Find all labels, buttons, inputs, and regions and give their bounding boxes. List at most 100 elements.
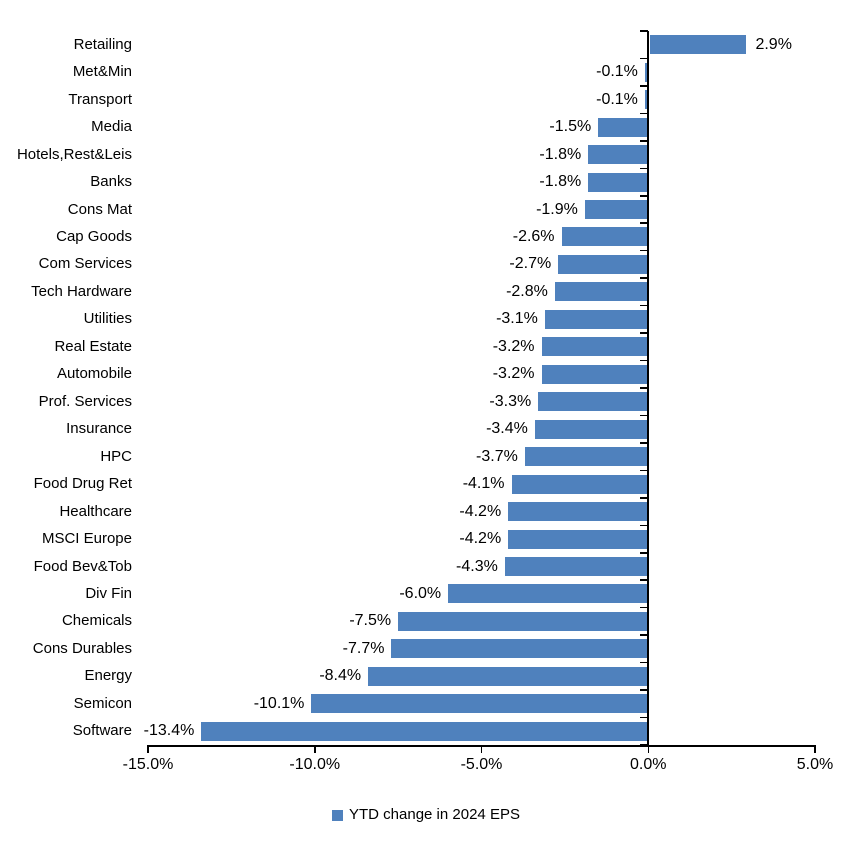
value-label: -13.4%: [143, 722, 195, 740]
bar: [538, 392, 649, 412]
bar: [561, 227, 649, 247]
category-label: Energy: [84, 667, 132, 685]
y-tick: [640, 387, 649, 389]
y-tick: [640, 140, 649, 142]
bar: [644, 90, 649, 110]
value-label: -10.1%: [253, 694, 305, 712]
category-label: Com Services: [38, 255, 132, 273]
value-label: -4.1%: [462, 475, 505, 493]
x-tick-label: -10.0%: [289, 756, 341, 773]
category-label: Cons Durables: [32, 639, 132, 657]
value-label: -3.2%: [492, 337, 535, 355]
y-tick: [640, 442, 649, 444]
bar: [368, 666, 649, 686]
y-tick: [640, 332, 649, 334]
bar: [508, 529, 649, 549]
value-label: -7.7%: [342, 639, 385, 657]
category-label: Automobile: [56, 365, 132, 383]
y-tick: [640, 112, 649, 115]
y-tick: [640, 497, 649, 499]
bar: [649, 35, 747, 55]
x-tick: [480, 745, 483, 753]
bar: [554, 282, 649, 302]
y-tick: [640, 552, 649, 554]
x-tick: [814, 745, 816, 753]
legend-swatch-icon: [332, 809, 344, 821]
bar: [534, 419, 649, 439]
bar: [511, 474, 649, 494]
category-label: Transport: [68, 90, 132, 108]
bar: [598, 117, 649, 137]
value-label: -3.4%: [486, 420, 528, 438]
category-label: Banks: [90, 173, 132, 191]
bar: [398, 611, 649, 631]
category-label: Met&Min: [72, 63, 132, 81]
category-label: Insurance: [66, 420, 132, 438]
x-tick-label: -15.0%: [122, 756, 174, 773]
category-label: Div Fin: [85, 584, 132, 602]
category-label: Media: [91, 118, 132, 136]
y-tick: [640, 469, 649, 472]
category-label: Real Estate: [54, 337, 132, 355]
value-label: -0.1%: [596, 63, 638, 81]
value-label: -1.8%: [539, 145, 582, 163]
value-label: 2.9%: [755, 35, 792, 53]
value-label: -1.8%: [539, 173, 582, 191]
bar: [588, 172, 649, 192]
y-tick: [640, 414, 649, 417]
y-tick: [640, 579, 649, 581]
bar: [588, 145, 649, 165]
bar: [201, 721, 649, 741]
value-label: -8.4%: [319, 667, 362, 685]
bar: [504, 557, 649, 576]
y-tick: [640, 359, 649, 362]
value-label: -0.1%: [596, 90, 638, 108]
y-tick: [640, 304, 649, 307]
category-label: Cap Goods: [56, 227, 132, 245]
value-label: -3.1%: [496, 310, 538, 328]
y-tick: [640, 661, 649, 664]
bar: [584, 200, 649, 219]
x-tick-label: 5.0%: [796, 756, 834, 773]
y-tick: [640, 277, 649, 279]
x-tick: [314, 745, 316, 753]
value-label: -1.9%: [536, 200, 578, 218]
category-label: Semicon: [73, 694, 132, 712]
bar: [508, 502, 649, 522]
value-label: -6.0%: [399, 584, 442, 602]
category-label: Food Drug Ret: [33, 475, 132, 493]
bar: [311, 694, 649, 714]
category-label: MSCI Europe: [41, 530, 132, 548]
category-label: Retailing: [73, 35, 132, 53]
category-label: Chemicals: [61, 612, 132, 630]
bar: [448, 584, 649, 604]
x-tick-label: -5.0%: [460, 756, 503, 773]
y-tick: [640, 634, 649, 636]
legend: YTD change in 2024 EPS: [0, 806, 852, 824]
category-label: Tech Hardware: [31, 282, 132, 300]
y-tick: [640, 195, 649, 197]
y-tick: [640, 689, 649, 691]
value-label: -4.2%: [459, 502, 502, 520]
x-tick: [147, 745, 149, 753]
value-label: -4.2%: [459, 530, 502, 548]
category-label: Food Bev&Tob: [33, 557, 132, 575]
y-tick: [640, 85, 649, 87]
value-label: -2.7%: [509, 255, 552, 273]
bar: [558, 254, 649, 274]
y-tick: [640, 167, 649, 170]
bar: [541, 337, 649, 357]
value-label: -2.6%: [512, 227, 555, 245]
y-tick: [640, 716, 649, 719]
bar: [541, 364, 649, 384]
bar: [524, 447, 649, 467]
x-tick: [647, 745, 649, 753]
value-label: -4.3%: [456, 557, 498, 575]
y-axis-line: [647, 31, 650, 745]
bar: [391, 639, 649, 659]
value-label: -3.3%: [489, 392, 532, 410]
category-label: Utilities: [83, 310, 132, 328]
y-tick: [640, 249, 649, 252]
y-tick: [640, 222, 649, 224]
